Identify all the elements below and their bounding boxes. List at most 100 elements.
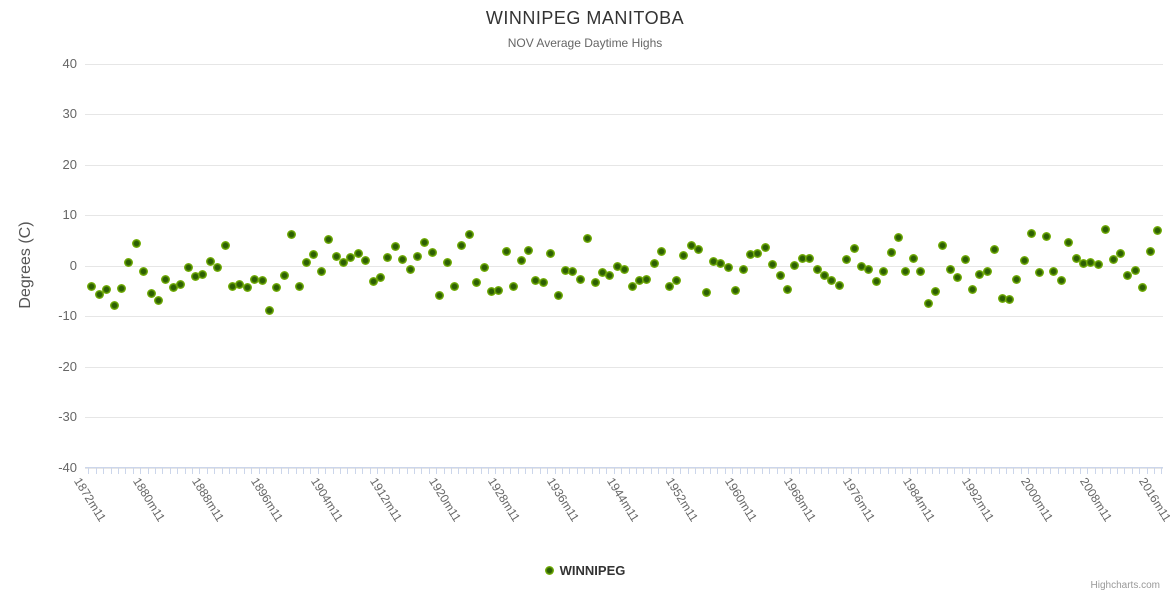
data-point[interactable] bbox=[679, 250, 689, 260]
data-point[interactable] bbox=[116, 283, 126, 293]
data-point[interactable] bbox=[538, 277, 548, 287]
data-point[interactable] bbox=[612, 262, 622, 271]
data-point[interactable] bbox=[509, 282, 519, 292]
data-point[interactable] bbox=[338, 257, 348, 267]
data-point[interactable] bbox=[124, 257, 134, 267]
data-point[interactable] bbox=[797, 253, 807, 263]
data-point[interactable] bbox=[346, 253, 356, 263]
data-point[interactable] bbox=[1034, 267, 1044, 277]
data-point[interactable] bbox=[575, 274, 585, 284]
data-point[interactable] bbox=[242, 282, 252, 292]
data-point[interactable] bbox=[812, 265, 822, 275]
data-point[interactable] bbox=[893, 233, 903, 243]
data-point[interactable] bbox=[908, 253, 918, 263]
data-point[interactable] bbox=[1071, 253, 1081, 263]
data-point[interactable] bbox=[1093, 259, 1103, 269]
data-point[interactable] bbox=[597, 267, 607, 277]
data-point[interactable] bbox=[568, 267, 578, 277]
data-point[interactable] bbox=[516, 255, 526, 265]
data-point[interactable] bbox=[716, 258, 726, 268]
data-point[interactable] bbox=[997, 293, 1007, 303]
data-point[interactable] bbox=[198, 270, 208, 280]
data-point[interactable] bbox=[753, 248, 763, 258]
highcharts-credits-link[interactable]: Highcharts.com bbox=[1090, 580, 1160, 591]
data-point[interactable] bbox=[405, 265, 415, 275]
data-point[interactable] bbox=[560, 266, 570, 276]
data-point[interactable] bbox=[190, 271, 200, 281]
data-point[interactable] bbox=[664, 282, 674, 292]
data-point[interactable] bbox=[553, 291, 563, 301]
data-point[interactable] bbox=[745, 249, 755, 259]
data-point[interactable] bbox=[227, 281, 237, 291]
data-point[interactable] bbox=[768, 259, 778, 269]
data-point[interactable] bbox=[546, 248, 556, 258]
data-point[interactable] bbox=[94, 289, 104, 299]
data-point[interactable] bbox=[708, 257, 718, 267]
data-point[interactable] bbox=[1027, 229, 1037, 239]
data-point[interactable] bbox=[523, 245, 533, 255]
data-point[interactable] bbox=[131, 239, 141, 249]
data-point[interactable] bbox=[938, 241, 948, 251]
data-point[interactable] bbox=[1138, 282, 1148, 292]
data-point[interactable] bbox=[1101, 224, 1111, 234]
data-point[interactable] bbox=[960, 254, 970, 264]
data-point[interactable] bbox=[879, 267, 889, 277]
data-point[interactable] bbox=[864, 264, 874, 274]
data-point[interactable] bbox=[1108, 254, 1118, 264]
data-point[interactable] bbox=[1019, 255, 1029, 265]
data-point[interactable] bbox=[272, 282, 282, 292]
data-point[interactable] bbox=[871, 277, 881, 287]
data-point[interactable] bbox=[257, 275, 267, 285]
data-point[interactable] bbox=[642, 274, 652, 284]
data-point[interactable] bbox=[605, 270, 615, 280]
data-point[interactable] bbox=[87, 281, 97, 291]
legend-item-winnipeg[interactable]: WINNIPEG bbox=[0, 563, 1170, 578]
data-point[interactable] bbox=[294, 281, 304, 291]
data-point[interactable] bbox=[287, 230, 297, 240]
data-point[interactable] bbox=[1004, 294, 1014, 304]
data-point[interactable] bbox=[102, 284, 112, 294]
data-point[interactable] bbox=[975, 269, 985, 279]
data-point[interactable] bbox=[1086, 257, 1096, 267]
data-point[interactable] bbox=[264, 305, 274, 315]
data-point[interactable] bbox=[353, 248, 363, 258]
data-point[interactable] bbox=[472, 277, 482, 287]
data-point[interactable] bbox=[168, 282, 178, 292]
data-point[interactable] bbox=[398, 255, 408, 265]
data-point[interactable] bbox=[368, 276, 378, 286]
data-point[interactable] bbox=[435, 291, 445, 301]
data-point[interactable] bbox=[146, 289, 156, 299]
data-point[interactable] bbox=[827, 275, 837, 285]
data-point[interactable] bbox=[657, 247, 667, 257]
data-point[interactable] bbox=[1078, 259, 1088, 269]
data-point[interactable] bbox=[109, 300, 119, 310]
data-point[interactable] bbox=[1130, 265, 1140, 275]
data-point[interactable] bbox=[923, 299, 933, 309]
data-point[interactable] bbox=[1145, 246, 1155, 256]
data-point[interactable] bbox=[494, 285, 504, 295]
data-point[interactable] bbox=[583, 234, 593, 244]
data-point[interactable] bbox=[723, 262, 733, 272]
data-point[interactable] bbox=[627, 281, 637, 291]
data-point[interactable] bbox=[1012, 274, 1022, 284]
data-point[interactable] bbox=[967, 284, 977, 294]
data-point[interactable] bbox=[153, 296, 163, 306]
data-point[interactable] bbox=[205, 257, 215, 267]
data-point[interactable] bbox=[649, 259, 659, 269]
data-point[interactable] bbox=[279, 271, 289, 281]
data-point[interactable] bbox=[309, 249, 319, 259]
data-point[interactable] bbox=[301, 257, 311, 267]
data-point[interactable] bbox=[731, 285, 741, 295]
data-point[interactable] bbox=[945, 264, 955, 274]
data-point[interactable] bbox=[990, 245, 1000, 255]
data-point[interactable] bbox=[464, 230, 474, 240]
data-point[interactable] bbox=[916, 267, 926, 277]
data-point[interactable] bbox=[634, 276, 644, 286]
data-point[interactable] bbox=[183, 263, 193, 273]
data-point[interactable] bbox=[390, 241, 400, 251]
data-point[interactable] bbox=[324, 235, 334, 245]
data-point[interactable] bbox=[982, 267, 992, 277]
data-point[interactable] bbox=[686, 241, 696, 251]
data-point[interactable] bbox=[235, 279, 245, 289]
data-point[interactable] bbox=[442, 257, 452, 267]
